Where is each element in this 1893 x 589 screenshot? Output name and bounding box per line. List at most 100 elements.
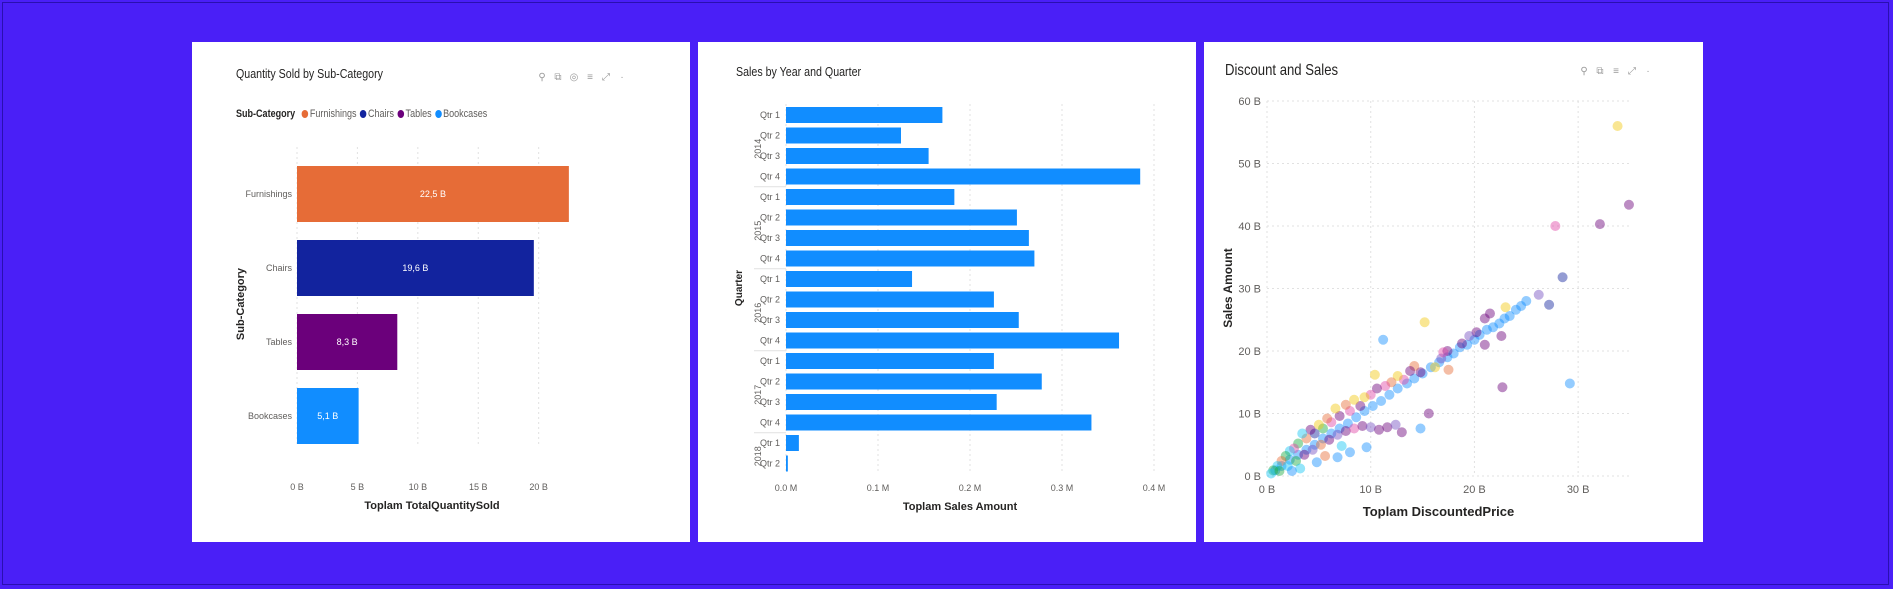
y-tick-label: 10 B [1238,409,1261,421]
copy-icon[interactable]: ⧉ [554,72,562,83]
scatter-point [1471,327,1482,338]
scatter-point [1318,423,1329,434]
scatter-point [1284,446,1295,456]
x-tick-label: 0.1 M [867,483,890,493]
scatter-point [1474,329,1485,340]
y-tick-label: Qtr 3 [760,315,780,325]
scatter-point [1322,413,1333,424]
scatter-point [1336,441,1347,451]
scatter-point [1344,406,1355,416]
x-tick-label: 0.3 M [1051,483,1074,493]
scatter-point [1380,381,1391,391]
scatter-point [1488,322,1499,333]
bar [786,148,929,164]
y-tick-label: Qtr 3 [760,233,780,243]
y-tick-label: Qtr 3 [760,397,780,407]
scatter-point [1462,339,1473,350]
filter-icon[interactable]: ≡ [587,72,593,83]
x-tick-label: 10 B [1359,484,1382,496]
scatter-point [1365,389,1376,400]
scatter-point [1309,439,1320,450]
data-label: 22,5 B [420,189,446,199]
bar-chart-subcategory: 0 B 5 B 10 B 15 B 20 B 22,5 B Furnishings 19,6 … [235,147,569,512]
scatter-point [1442,346,1453,356]
copy-icon[interactable]: ⧉ [1596,66,1604,77]
legend-item[interactable]: Chairs [368,108,395,120]
scatter-point [1334,411,1345,421]
scatter-point [1409,373,1420,384]
scatter-point [1415,367,1426,378]
y-tick-label: 30 B [1238,284,1261,296]
x-tick-label: 0.2 M [959,483,982,493]
scatter-point [1479,313,1490,324]
more-options-icon[interactable]: · [620,72,624,83]
scatter-point [1291,456,1302,466]
y-tick-label: Qtr 1 [760,110,780,120]
scatter-point [1371,383,1382,394]
x-tick-label: 0 B [1259,484,1276,496]
chart-legend: Sub-Category Furnishings Chairs Tables Book… [236,108,487,120]
scatter-point [1340,399,1351,410]
scatter-point [1355,401,1366,411]
year-label: 2016 [753,303,763,323]
scatter-point [1288,443,1299,454]
scatter-point [1295,463,1306,474]
scatter-point [1402,378,1413,389]
quantity-by-subcategory-panel[interactable]: Quantity Sold by Sub-Category ⚲ ⧉ ◎ ≡ ⤢ … [192,42,690,542]
y-tick-label: 60 B [1238,96,1261,108]
scatter-point [1544,299,1555,310]
y-tick-label: Qtr 2 [760,459,780,469]
more-options-icon[interactable]: · [1646,66,1650,77]
focus-mode-icon[interactable]: ⤢ [1628,66,1636,77]
x-axis-title: Toplam DiscountedPrice [1363,504,1514,519]
y-tick-label: Qtr 1 [760,356,780,366]
scatter-point [1301,433,1312,444]
bar [786,414,1092,431]
scatter-point [1497,382,1508,393]
data-label: 5,1 B [317,411,338,421]
bar [786,168,1141,185]
scatter-point [1349,423,1360,434]
sales-by-quarter-panel[interactable]: Sales by Year and Quarter 0.0 M 0.1 M 0.2 … [698,42,1196,542]
spotlight-icon[interactable]: ◎ [569,72,579,83]
scatter-point [1342,418,1353,429]
year-label: 2015 [753,221,763,241]
scatter-point [1456,338,1467,349]
pin-icon[interactable]: ⚲ [1580,66,1588,77]
scatter-point [1315,439,1326,450]
scatter-point [1550,221,1561,231]
y-tick-label: 50 B [1238,159,1261,171]
filter-icon[interactable]: ≡ [1613,66,1619,77]
legend-item[interactable]: Bookcases [443,108,488,120]
legend-item[interactable]: Furnishings [309,108,357,120]
scatter-point [1564,378,1575,389]
scatter-point [1270,465,1281,476]
scatter-point [1516,301,1527,311]
scatter-point [1299,449,1310,460]
y-tick-label: Tables [266,337,293,347]
discount-and-sales-panel[interactable]: Discount and Sales ⚲ ⧉ ≡ ⤢ · 0 B 10 B 20 B… [1204,42,1703,542]
scatter-point [1484,308,1495,319]
bar [297,240,534,296]
scatter-point [1557,272,1568,283]
scatter-point [1286,466,1297,476]
legend-items: Furnishings Chairs Tables Bookcases [298,108,487,120]
scatter-point [1376,396,1387,406]
scatter-point [1443,364,1454,375]
bar [786,271,913,287]
chart-title: Sales by Year and Quarter [736,64,862,79]
y-tick-label: Qtr 1 [760,274,780,284]
scatter-point [1481,324,1492,335]
scatter-point [1504,311,1515,321]
scatter-point [1442,352,1453,363]
scatter-point [1361,442,1372,453]
bar [786,312,1019,328]
scatter-point [1448,348,1459,359]
scatter-point [1500,302,1511,313]
legend-item[interactable]: Tables [405,108,432,120]
scatter-point [1326,428,1337,439]
legend-swatch [397,110,404,118]
pin-icon[interactable]: ⚲ [538,72,546,83]
y-tick-label: Qtr 2 [760,213,780,223]
focus-mode-icon[interactable]: ⤢ [602,72,610,83]
